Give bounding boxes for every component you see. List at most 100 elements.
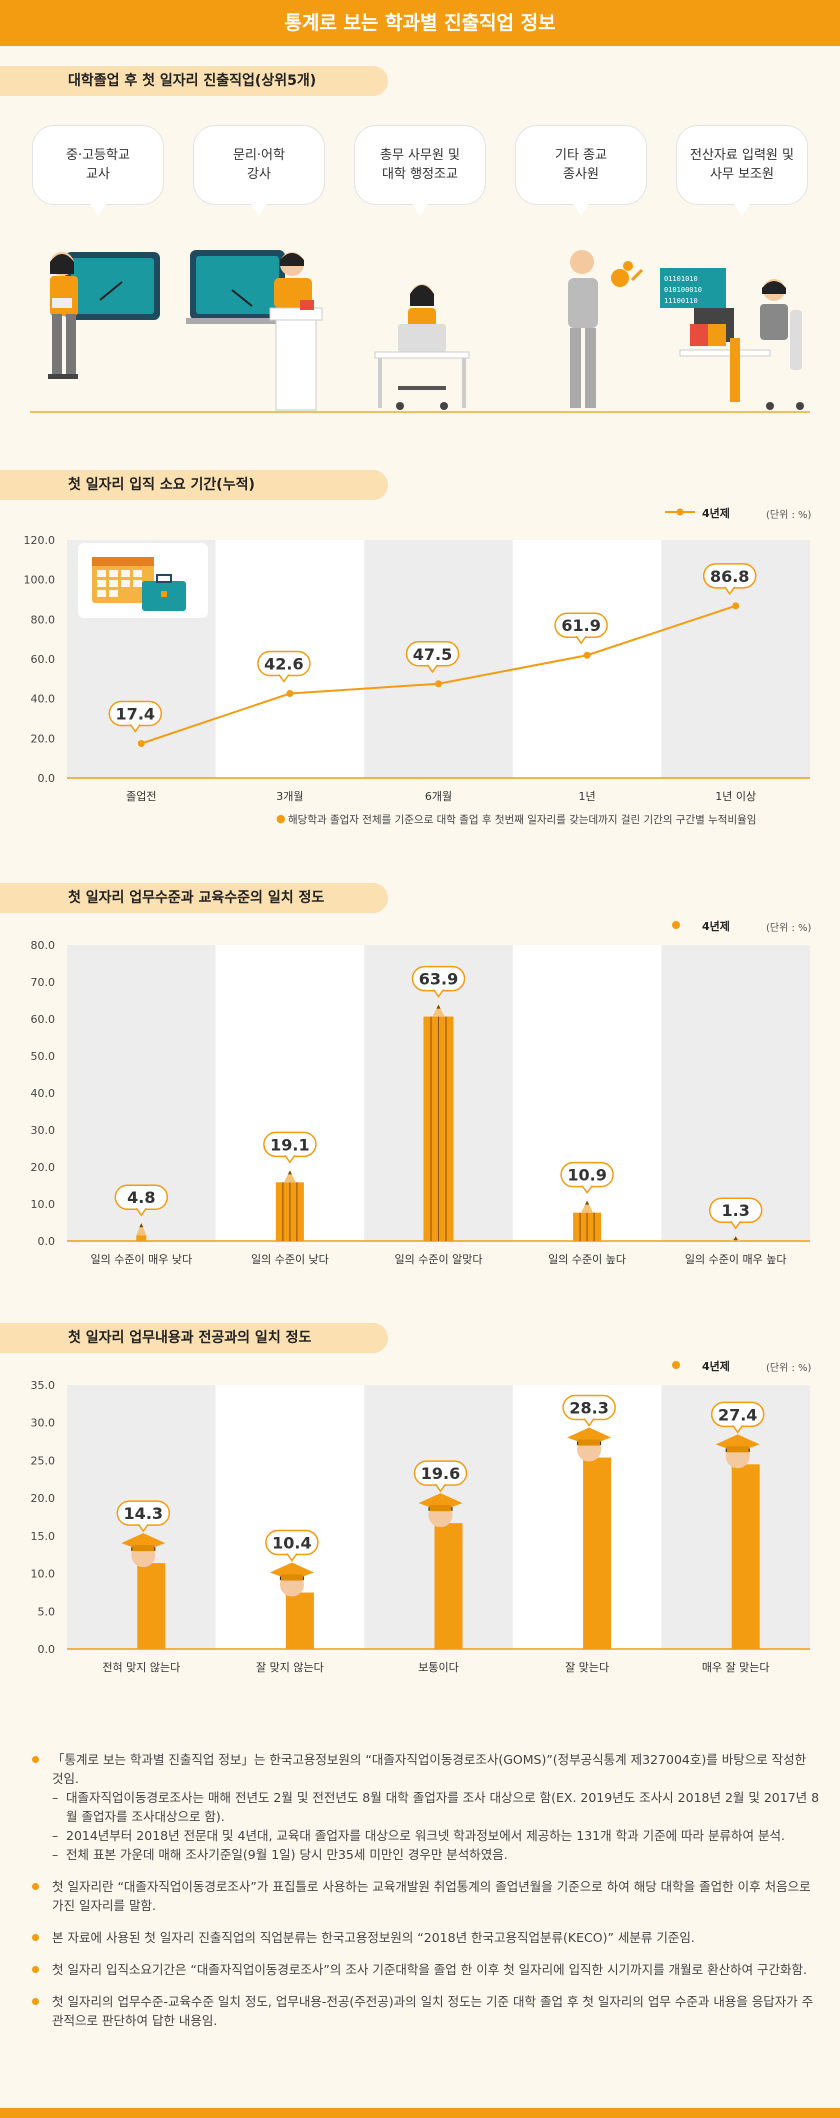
section-label-work-level: 첫 일자리 업무수준과 교육수준의 일치 정도 xyxy=(0,883,388,913)
graduation-cap-band xyxy=(726,1446,749,1453)
calendar-icon xyxy=(92,557,186,611)
bar-chart-work-level: 0.0 10.0 20.0 30.0 40.0 50.0 60.0 70.0 80.0 일의 수준… xyxy=(31,939,810,1266)
occupation-bubble-4: 기타 종교 종사원 xyxy=(515,125,647,216)
occupation-illustrations: 01101010 010100010 11100110 xyxy=(48,250,804,411)
legend-label: 4년제 xyxy=(702,507,730,520)
legend-label: 4년제 xyxy=(702,1360,730,1373)
plot-band xyxy=(661,945,810,1241)
data-label-pointer xyxy=(583,1418,595,1427)
pencil-tip xyxy=(136,1223,147,1236)
data-label-pointer xyxy=(278,674,290,683)
bottom-bar xyxy=(0,2108,840,2118)
data-label: 14.3 xyxy=(124,1504,163,1523)
note-text: 첫 일자리 입직소요기간은 “대졸자직업이동경로조사”의 조사 기준대학을 졸업… xyxy=(52,1962,808,1977)
clerk-illustration xyxy=(374,284,470,410)
data-label-pointer xyxy=(284,1154,296,1164)
legend-line-marker xyxy=(665,508,695,516)
data-label-pointer xyxy=(724,586,736,596)
data-point xyxy=(583,651,591,659)
data-label: 19.6 xyxy=(421,1464,460,1483)
data-label: 27.4 xyxy=(718,1405,757,1424)
data-label: 1.3 xyxy=(722,1201,750,1220)
graduation-cap-band xyxy=(132,1545,155,1552)
x-tick-label: 1년 xyxy=(579,790,596,803)
note-text: 첫 일자리란 “대졸자직업이동경로조사”가 표집틀로 사용하는 교육개발원 취업… xyxy=(52,1879,811,1913)
data-label: 61.9 xyxy=(561,616,600,635)
bar xyxy=(285,1592,314,1649)
y-tick-label: 5.0 xyxy=(38,1605,56,1618)
data-label-pointer xyxy=(432,989,445,998)
x-tick-label: 잘 맞지 않는다 xyxy=(256,1661,324,1674)
x-tick-label: 3개월 xyxy=(276,790,303,803)
data-label: 42.6 xyxy=(264,655,303,674)
teacher-illustration xyxy=(48,252,160,379)
data-label: 10.4 xyxy=(272,1534,311,1553)
x-tick-label: 보통이다 xyxy=(418,1661,458,1674)
floor-line xyxy=(30,411,810,413)
occupation-bubble-2: 문리·어학 강사 xyxy=(193,125,325,216)
y-tick-label: 0.0 xyxy=(38,1235,56,1248)
y-tick-label: 70.0 xyxy=(31,976,56,989)
unit-label: (단위 : %) xyxy=(766,510,812,521)
y-tick-label: 15.0 xyxy=(31,1530,56,1543)
religious-worker-illustration xyxy=(568,250,644,408)
graduation-cap-band xyxy=(429,1505,452,1512)
occupation-label: 문리·어학 강사 xyxy=(233,148,285,182)
footnote-bullet: ● xyxy=(276,812,286,825)
legend-label: 4년제 xyxy=(702,920,730,933)
data-label-pointer xyxy=(581,1185,593,1194)
note-text: 본 자료에 사용된 첫 일자리 진출직업의 직업분류는 한국고용정보원의 “20… xyxy=(52,1930,695,1945)
x-tick-label: 매우 잘 맞는다 xyxy=(702,1661,770,1674)
pencil-lead xyxy=(287,1170,292,1175)
note-text: 첫 일자리의 업무수준-교육수준 일치 정도, 업무내용-전공(주전공)과의 일… xyxy=(52,1994,814,2028)
data-point xyxy=(137,739,145,747)
data-entry-illustration: 01101010 010100010 11100110 xyxy=(660,268,804,410)
data-label: 86.8 xyxy=(710,567,749,586)
x-tick-label: 일의 수준이 높다 xyxy=(548,1252,626,1266)
data-point xyxy=(435,680,442,688)
data-label-pointer xyxy=(129,724,141,733)
y-tick-label: 10.0 xyxy=(31,1568,56,1581)
y-tick-label: 30.0 xyxy=(31,1124,56,1137)
y-tick-label: 80.0 xyxy=(31,613,56,626)
pencil-lead xyxy=(436,1004,441,1009)
y-tick-label: 30.0 xyxy=(31,1417,56,1430)
x-tick-label: 잘 맞는다 xyxy=(565,1661,609,1674)
pencil-lead xyxy=(139,1223,144,1228)
pencil-tip xyxy=(432,1004,445,1017)
y-tick-label: 10.0 xyxy=(31,1198,56,1211)
legend-dot xyxy=(672,1361,680,1369)
pencil-lead xyxy=(585,1200,590,1205)
data-point xyxy=(286,690,294,698)
y-tick-label: 0.0 xyxy=(38,772,56,785)
note-text: 「통계로 보는 학과별 진출직업 정보」는 한국고용정보원의 “대졸자직업이동경… xyxy=(52,1752,807,1786)
occupation-label: 총무 사무원 및 대학 행정조교 xyxy=(379,148,461,182)
y-tick-label: 60.0 xyxy=(31,653,56,666)
y-tick-label: 35.0 xyxy=(31,1379,56,1392)
y-tick-label: 60.0 xyxy=(31,1013,56,1026)
data-label: 47.5 xyxy=(413,645,452,664)
page-title: 통계로 보는 학과별 진출직업 정보 xyxy=(0,0,840,46)
calendar-briefcase-icon-box xyxy=(78,543,208,618)
bar xyxy=(434,1523,463,1649)
binary-text: 11100110 xyxy=(664,297,698,305)
data-label-pointer xyxy=(730,1220,742,1230)
occupation-bubble-3: 총무 사무원 및 대학 행정조교 xyxy=(354,125,486,216)
occupation-label: 중·고등학교 교사 xyxy=(66,148,130,182)
data-label-pointer xyxy=(575,635,587,645)
y-tick-label: 50.0 xyxy=(31,1050,56,1063)
occupation-bubble-5: 전산자료 입력원 및 사무 보조원 xyxy=(676,125,808,216)
bar xyxy=(136,1235,147,1241)
data-label: 10.9 xyxy=(567,1166,606,1185)
plot-band xyxy=(512,540,662,778)
note-sub-item: 대졸자직업이동경로조사는 매해 전년도 2월 및 전전년도 8월 대학 졸업자를… xyxy=(52,1788,820,1826)
y-tick-label: 0.0 xyxy=(38,1643,56,1656)
y-tick-label: 25.0 xyxy=(31,1454,56,1467)
note-sub-item: 2014년부터 2018년 전문대 및 4년대, 교육대 졸업자를 대상으로 워… xyxy=(52,1826,820,1845)
graduation-cap-band xyxy=(280,1574,303,1581)
chart-footnote: 해당학과 졸업자 전체를 기준으로 대학 졸업 후 첫번째 일자리를 갖는데까지… xyxy=(288,814,757,826)
x-tick-label: 전혀 맞지 않는다 xyxy=(102,1661,180,1674)
occupation-label: 전산자료 입력원 및 사무 보조원 xyxy=(690,148,794,182)
plot-band xyxy=(512,945,662,1241)
y-tick-label: 20.0 xyxy=(31,1492,56,1505)
